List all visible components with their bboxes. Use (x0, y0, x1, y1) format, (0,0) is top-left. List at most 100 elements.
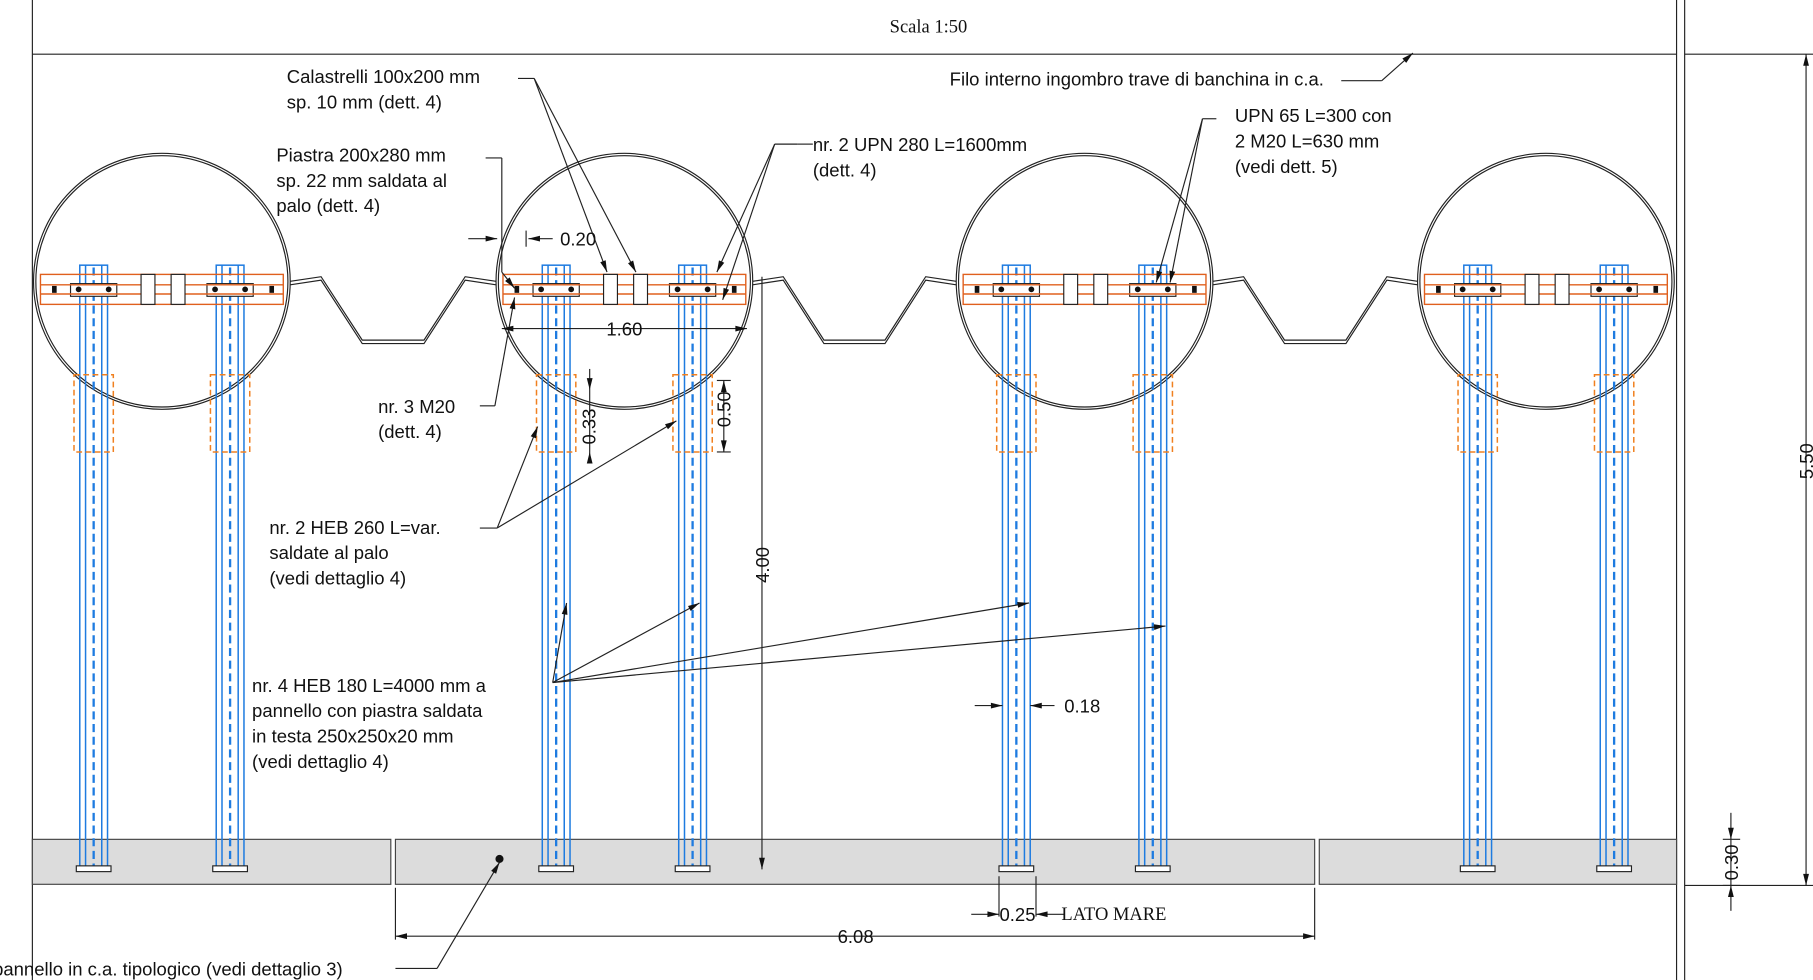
bolt (538, 286, 545, 293)
arrowhead (501, 325, 514, 332)
arrowhead (665, 420, 677, 430)
line (533, 78, 637, 273)
pile (35, 155, 289, 408)
note: (vedi dettaglio 4) (269, 568, 406, 589)
heb260 (209, 373, 251, 453)
calastrello (633, 273, 649, 305)
upn65 (69, 283, 118, 297)
bolt (568, 286, 575, 293)
dimension: 0.20 (560, 229, 596, 250)
heb260 (1132, 373, 1174, 453)
arrowhead (628, 260, 636, 273)
bolt (105, 286, 112, 293)
base-plate (212, 865, 249, 873)
arrowhead (1156, 270, 1163, 283)
base-plate (674, 865, 711, 873)
bolt (1436, 285, 1441, 293)
arrowhead (586, 451, 593, 464)
note: 2 M20 L=630 mm (1235, 131, 1379, 152)
upn65 (992, 283, 1041, 297)
arrowhead (395, 933, 407, 940)
arrowhead (586, 378, 593, 390)
bolt (269, 285, 275, 293)
arrowhead (687, 602, 700, 612)
note: (vedi dettaglio 4) (252, 751, 389, 772)
note: Filo interno ingombro trave di banchina … (950, 68, 1324, 89)
bolt (731, 285, 737, 293)
note: in testa 250x250x20 mm (252, 726, 454, 747)
base-plate (1596, 865, 1633, 873)
bolt (1164, 286, 1171, 293)
bolt (242, 286, 249, 293)
note: palo (dett. 4) (276, 195, 380, 216)
pile (495, 152, 754, 410)
note: sp. 10 mm (dett. 4) (287, 91, 442, 112)
bolt (1626, 286, 1633, 293)
note: nr. 2 HEB 260 L=var. (269, 517, 440, 538)
panel (394, 838, 1316, 885)
line (1169, 118, 1204, 283)
heb260 (1593, 373, 1635, 453)
upn280 (962, 273, 1207, 306)
dimension: 0.25 (999, 904, 1035, 925)
line (552, 625, 1166, 684)
calastrello (1554, 273, 1570, 305)
base-plate (1134, 865, 1171, 873)
upn65 (668, 283, 717, 297)
arrowhead (1036, 911, 1048, 918)
note: pannello con piastra saldata (252, 700, 483, 721)
arrowhead (1728, 827, 1734, 840)
arrowhead (759, 857, 765, 870)
bolt (1489, 286, 1496, 293)
arrowhead (1803, 54, 1809, 66)
bolt (704, 286, 711, 293)
arrowhead (1303, 933, 1315, 940)
pile (1416, 152, 1675, 410)
dimension: 0.18 (1064, 696, 1100, 717)
heb260 (995, 373, 1037, 453)
dimension: 1.60 (606, 319, 642, 340)
upn280 (502, 273, 747, 306)
bolt (1653, 285, 1659, 293)
note: Piastra 200x280 mm (276, 144, 446, 165)
pile (32, 152, 291, 410)
dimension: 0.30 (1721, 844, 1742, 880)
heb260 (1457, 373, 1499, 453)
dimension: 0.33 (578, 409, 599, 445)
line (716, 143, 776, 273)
base-plate (75, 865, 112, 873)
sheet-pile (290, 279, 497, 345)
pile (957, 155, 1212, 408)
arrowhead (1803, 873, 1809, 886)
note: Calastrelli 100x200 mm (287, 66, 480, 87)
note: nr. 3 M20 (378, 396, 455, 417)
calastrello (1524, 273, 1540, 305)
upn65 (1453, 283, 1502, 297)
calastrello (1093, 273, 1109, 305)
note: (dett. 4) (378, 421, 442, 442)
line (552, 602, 568, 683)
arrowhead (716, 260, 725, 273)
panel (31, 838, 392, 885)
dimension: 6.08 (838, 926, 874, 947)
line (494, 297, 516, 406)
note: LATO MARE (1061, 904, 1166, 924)
line (552, 602, 700, 684)
arrowhead (561, 602, 568, 615)
upn280 (1423, 273, 1669, 306)
geometry (31, 0, 1813, 980)
bolt (514, 285, 520, 293)
arrowhead (722, 287, 730, 300)
sheet-pile (752, 276, 957, 341)
line (1155, 118, 1204, 283)
bolt (998, 286, 1005, 293)
arrowhead (1017, 602, 1030, 608)
heb260 (672, 373, 714, 453)
note: sp. 22 mm saldata al (276, 170, 447, 191)
arrowhead (1169, 270, 1176, 283)
upn65 (532, 283, 580, 297)
sheet-pile (1212, 279, 1418, 345)
dimension: 4.00 (752, 547, 773, 583)
arrowhead (720, 380, 727, 392)
